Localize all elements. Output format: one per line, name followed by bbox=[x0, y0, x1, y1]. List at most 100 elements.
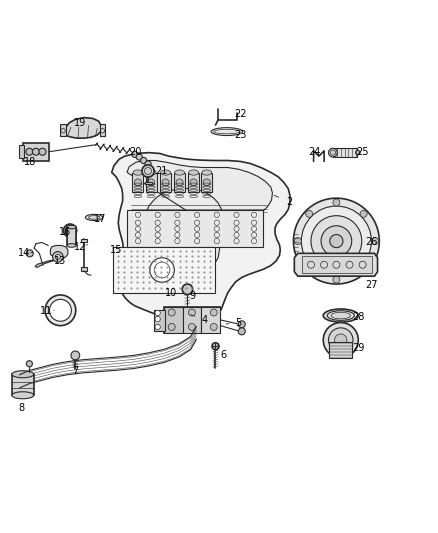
Ellipse shape bbox=[189, 170, 198, 175]
Circle shape bbox=[301, 206, 371, 276]
Circle shape bbox=[155, 324, 160, 329]
Ellipse shape bbox=[133, 170, 143, 175]
Text: 19: 19 bbox=[74, 118, 86, 128]
Circle shape bbox=[136, 154, 142, 160]
Text: 20: 20 bbox=[130, 147, 142, 157]
Circle shape bbox=[203, 179, 210, 186]
Circle shape bbox=[360, 211, 367, 217]
Circle shape bbox=[162, 179, 169, 186]
Circle shape bbox=[182, 284, 193, 295]
Circle shape bbox=[141, 157, 147, 164]
Polygon shape bbox=[294, 253, 378, 276]
Bar bbox=[160, 173, 171, 192]
Text: 25: 25 bbox=[357, 147, 369, 157]
Text: 13: 13 bbox=[54, 256, 67, 266]
Text: 12: 12 bbox=[74, 242, 86, 252]
Text: 4: 4 bbox=[202, 315, 208, 325]
Text: 27: 27 bbox=[365, 280, 378, 290]
Bar bbox=[154, 310, 165, 332]
Bar bbox=[174, 173, 185, 192]
Text: 10: 10 bbox=[165, 288, 177, 298]
Circle shape bbox=[190, 179, 197, 186]
Bar bbox=[100, 124, 105, 136]
Text: 18: 18 bbox=[24, 157, 36, 167]
Bar bbox=[333, 148, 357, 157]
Circle shape bbox=[328, 328, 353, 352]
Circle shape bbox=[168, 324, 175, 330]
Ellipse shape bbox=[12, 392, 34, 399]
Bar bbox=[23, 143, 49, 160]
Bar bbox=[60, 124, 66, 136]
Circle shape bbox=[306, 211, 313, 217]
Circle shape bbox=[210, 324, 217, 330]
Circle shape bbox=[330, 235, 343, 248]
Circle shape bbox=[142, 165, 154, 177]
Circle shape bbox=[150, 258, 174, 282]
Ellipse shape bbox=[68, 229, 72, 233]
Text: 14: 14 bbox=[18, 248, 30, 259]
Ellipse shape bbox=[64, 224, 77, 237]
Text: 22: 22 bbox=[234, 109, 246, 119]
Circle shape bbox=[26, 361, 32, 367]
Text: 17: 17 bbox=[94, 214, 106, 224]
Bar bbox=[132, 173, 144, 192]
Bar bbox=[81, 239, 87, 243]
Text: 15: 15 bbox=[110, 245, 122, 255]
Text: 23: 23 bbox=[234, 130, 246, 140]
Bar bbox=[183, 307, 201, 333]
Text: 8: 8 bbox=[18, 402, 24, 413]
Bar bbox=[81, 268, 87, 271]
Ellipse shape bbox=[331, 312, 350, 319]
Text: 9: 9 bbox=[190, 291, 196, 301]
Polygon shape bbox=[35, 246, 68, 268]
Circle shape bbox=[294, 238, 301, 245]
Ellipse shape bbox=[328, 148, 337, 157]
Circle shape bbox=[148, 179, 155, 186]
Ellipse shape bbox=[85, 214, 103, 221]
Bar bbox=[67, 227, 76, 246]
Ellipse shape bbox=[45, 295, 76, 326]
Circle shape bbox=[26, 250, 33, 257]
Text: 7: 7 bbox=[72, 366, 78, 376]
Ellipse shape bbox=[146, 170, 156, 175]
Text: 21: 21 bbox=[155, 166, 167, 176]
Text: 24: 24 bbox=[308, 147, 321, 157]
Circle shape bbox=[32, 148, 39, 155]
Circle shape bbox=[71, 351, 80, 360]
Circle shape bbox=[321, 226, 352, 256]
Bar bbox=[164, 307, 220, 333]
Circle shape bbox=[335, 334, 347, 346]
Circle shape bbox=[311, 216, 362, 266]
Circle shape bbox=[145, 161, 151, 167]
Circle shape bbox=[134, 179, 141, 186]
Ellipse shape bbox=[49, 300, 71, 321]
Bar bbox=[201, 173, 212, 192]
Ellipse shape bbox=[67, 244, 76, 247]
Bar bbox=[19, 145, 24, 158]
Circle shape bbox=[53, 252, 63, 262]
Circle shape bbox=[323, 322, 358, 358]
Circle shape bbox=[238, 321, 245, 328]
Text: 5: 5 bbox=[236, 318, 242, 328]
Text: 28: 28 bbox=[352, 312, 364, 322]
Ellipse shape bbox=[202, 170, 212, 175]
Bar bbox=[113, 247, 215, 293]
Bar bbox=[12, 374, 34, 395]
Circle shape bbox=[210, 309, 217, 316]
Text: 16: 16 bbox=[59, 228, 71, 237]
Bar bbox=[188, 173, 199, 192]
Polygon shape bbox=[127, 160, 272, 271]
Circle shape bbox=[333, 276, 340, 283]
Circle shape bbox=[360, 265, 367, 272]
Text: 6: 6 bbox=[220, 350, 226, 360]
Bar bbox=[145, 182, 152, 184]
Circle shape bbox=[371, 238, 378, 245]
Ellipse shape bbox=[67, 225, 76, 229]
Bar bbox=[127, 209, 263, 247]
Ellipse shape bbox=[175, 170, 184, 175]
Circle shape bbox=[176, 179, 183, 186]
Ellipse shape bbox=[211, 128, 243, 135]
Ellipse shape bbox=[323, 309, 358, 322]
Polygon shape bbox=[62, 118, 102, 138]
Ellipse shape bbox=[161, 170, 170, 175]
